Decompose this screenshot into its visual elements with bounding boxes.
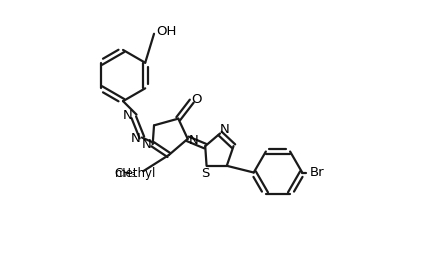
Text: methyl: methyl (114, 167, 156, 180)
Text: OH: OH (156, 24, 176, 38)
Text: N: N (123, 109, 133, 122)
Text: CH₃: CH₃ (115, 167, 137, 180)
Text: N: N (220, 123, 230, 136)
Text: O: O (191, 93, 202, 106)
Text: Br: Br (310, 166, 324, 179)
Text: S: S (201, 167, 210, 180)
Text: N: N (189, 134, 199, 147)
Text: N: N (142, 138, 152, 151)
Text: N: N (131, 132, 141, 145)
